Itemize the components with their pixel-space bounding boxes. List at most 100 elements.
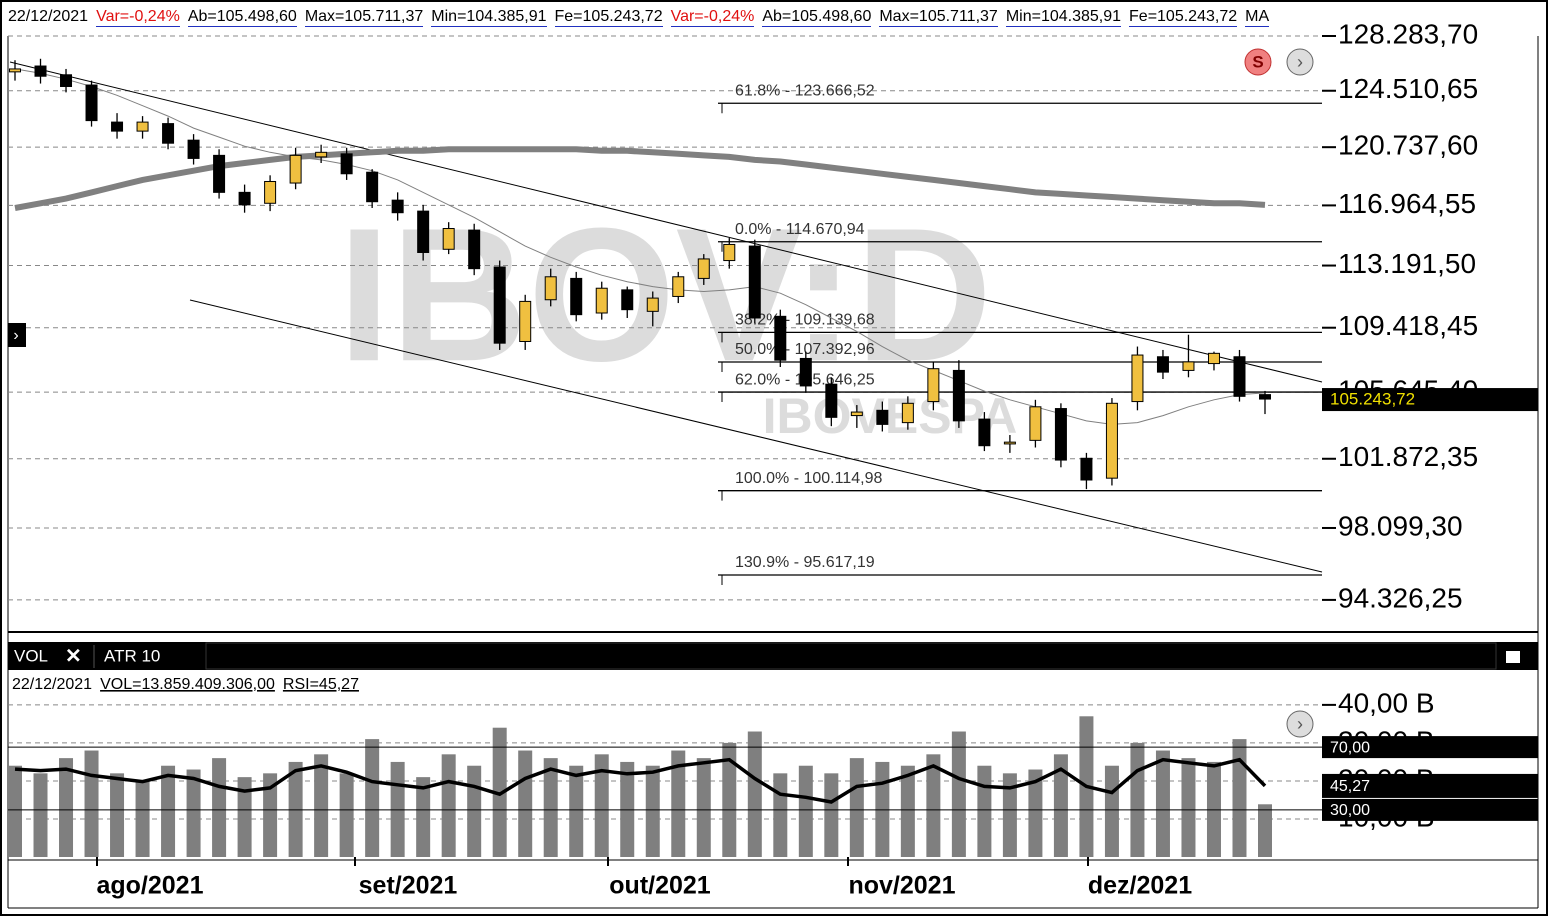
volume-bar	[594, 754, 609, 857]
volume-bar	[900, 765, 915, 857]
fib-label: 0.0% - 114.670,94	[735, 221, 865, 238]
candle-body	[952, 369, 965, 422]
volume-bar	[518, 750, 533, 857]
volume-bar	[798, 765, 813, 857]
rsi-level-box	[1322, 798, 1538, 821]
fib-label: 130.9% - 95.617,19	[735, 554, 875, 571]
panel-next-button[interactable]	[1286, 710, 1314, 738]
candle-body	[366, 171, 379, 203]
volume-bar	[59, 758, 74, 857]
trend-line	[189, 299, 1323, 573]
volume-bar	[824, 773, 839, 857]
candle-body	[697, 258, 710, 279]
volume-bar	[441, 754, 456, 857]
y-tick-label: 120.737,60	[1338, 130, 1478, 161]
candle-body	[340, 153, 353, 175]
candle-body	[213, 154, 226, 193]
volume-bar	[722, 742, 737, 857]
candle-body	[748, 245, 761, 319]
panel-info: 22/12/2021 VOL=13.859.409.306,00 RSI=45,27	[12, 676, 359, 693]
quote-field: Fe=105.243,72	[554, 8, 663, 27]
volume-bar	[314, 754, 329, 857]
rsi-last-box	[1322, 773, 1538, 798]
volume-bar	[951, 731, 966, 857]
candle-body	[901, 402, 914, 424]
tab[interactable]: ATR 10	[104, 646, 160, 665]
volume-bar	[161, 765, 176, 857]
volume-bar	[135, 780, 150, 857]
volume-bar	[747, 731, 762, 857]
volume-bar	[467, 765, 482, 857]
candle-body	[289, 154, 302, 184]
info-date: 22/12/2021	[12, 676, 92, 693]
info-rsi: RSI=45,27	[283, 676, 359, 693]
candle-body	[570, 277, 583, 316]
panel-next-icon: ›	[1297, 714, 1303, 734]
candle-body	[9, 68, 21, 73]
volume-bar	[1028, 769, 1043, 857]
volume-bar	[8, 765, 22, 857]
info-vol: VOL=13.859.409.306,00	[100, 676, 275, 693]
side-tab-icon: ›	[13, 327, 18, 344]
rsi-level-label: 30,00	[1330, 802, 1370, 819]
volume-bar	[543, 758, 558, 857]
next-button[interactable]	[1286, 48, 1314, 76]
x-tick-label: ago/2021	[96, 872, 203, 900]
candle-body	[34, 65, 47, 77]
last-price-box	[1322, 388, 1538, 412]
y-tick-label: 40,00 B	[1338, 687, 1435, 718]
candle-body	[264, 180, 277, 204]
volume-bar	[926, 754, 941, 857]
volume-bar	[696, 758, 711, 857]
candle-body	[1156, 356, 1169, 373]
volume-bar	[110, 773, 125, 857]
x-tick-label: dez/2021	[1088, 872, 1192, 900]
y-tick-label: 98.099,30	[1338, 510, 1463, 541]
y-tick-label: 113.191,50	[1338, 248, 1476, 279]
candle-body	[1233, 356, 1246, 397]
candle-body	[391, 199, 404, 214]
candle-body	[1054, 408, 1067, 461]
candle-body	[60, 74, 73, 87]
candle-body	[850, 411, 863, 417]
candle-body	[646, 297, 659, 312]
s-button[interactable]	[1244, 48, 1272, 76]
tab[interactable]: VOL	[14, 646, 48, 665]
quote-field: Ab=105.498,60	[762, 8, 872, 27]
candle-body	[876, 409, 889, 425]
quote-header: 22/12/2021 Var=-0,24% Ab=105.498,60 Max=105…	[8, 8, 1538, 27]
candle-body	[85, 84, 98, 122]
candle-body	[927, 368, 940, 403]
maximize-button[interactable]	[1506, 651, 1520, 663]
quote-field: Ab=105.498,60	[187, 8, 297, 27]
quote-field: Max=105.711,37	[879, 8, 998, 27]
next-icon: ›	[1297, 52, 1303, 72]
watermark-sub: IBOVESPA	[763, 388, 1018, 444]
candle-body	[442, 228, 455, 250]
y-tick-label: 116.964,55	[1338, 188, 1476, 219]
candle-body	[111, 121, 124, 132]
volume-bar	[263, 773, 278, 857]
tab-filler	[205, 642, 1497, 670]
quote-field: Var=-0,24%	[670, 8, 755, 27]
trend-line	[9, 61, 1323, 383]
quote-field: Min=104.385,91	[431, 8, 547, 27]
candle-body	[238, 191, 251, 206]
volume-bar	[849, 758, 864, 857]
volume-bar	[1181, 758, 1196, 857]
rsi-level-label: 70,00	[1330, 739, 1370, 756]
tab-close[interactable]: ✕	[65, 645, 82, 667]
volume-bar	[84, 750, 99, 857]
candle-body	[1259, 394, 1271, 400]
volume-bar	[1002, 773, 1017, 857]
volume-bar	[33, 773, 48, 857]
side-tab[interactable]	[8, 323, 26, 347]
quote-field: MA	[1245, 8, 1270, 27]
candle-body	[621, 289, 634, 311]
candle-body	[136, 121, 149, 132]
candle-body	[544, 276, 557, 301]
fib-label: 100.0% - 100.114,98	[735, 470, 882, 487]
x-tick-label: set/2021	[359, 872, 458, 900]
candle-body	[417, 210, 430, 253]
rsi-line	[14, 757, 1267, 804]
